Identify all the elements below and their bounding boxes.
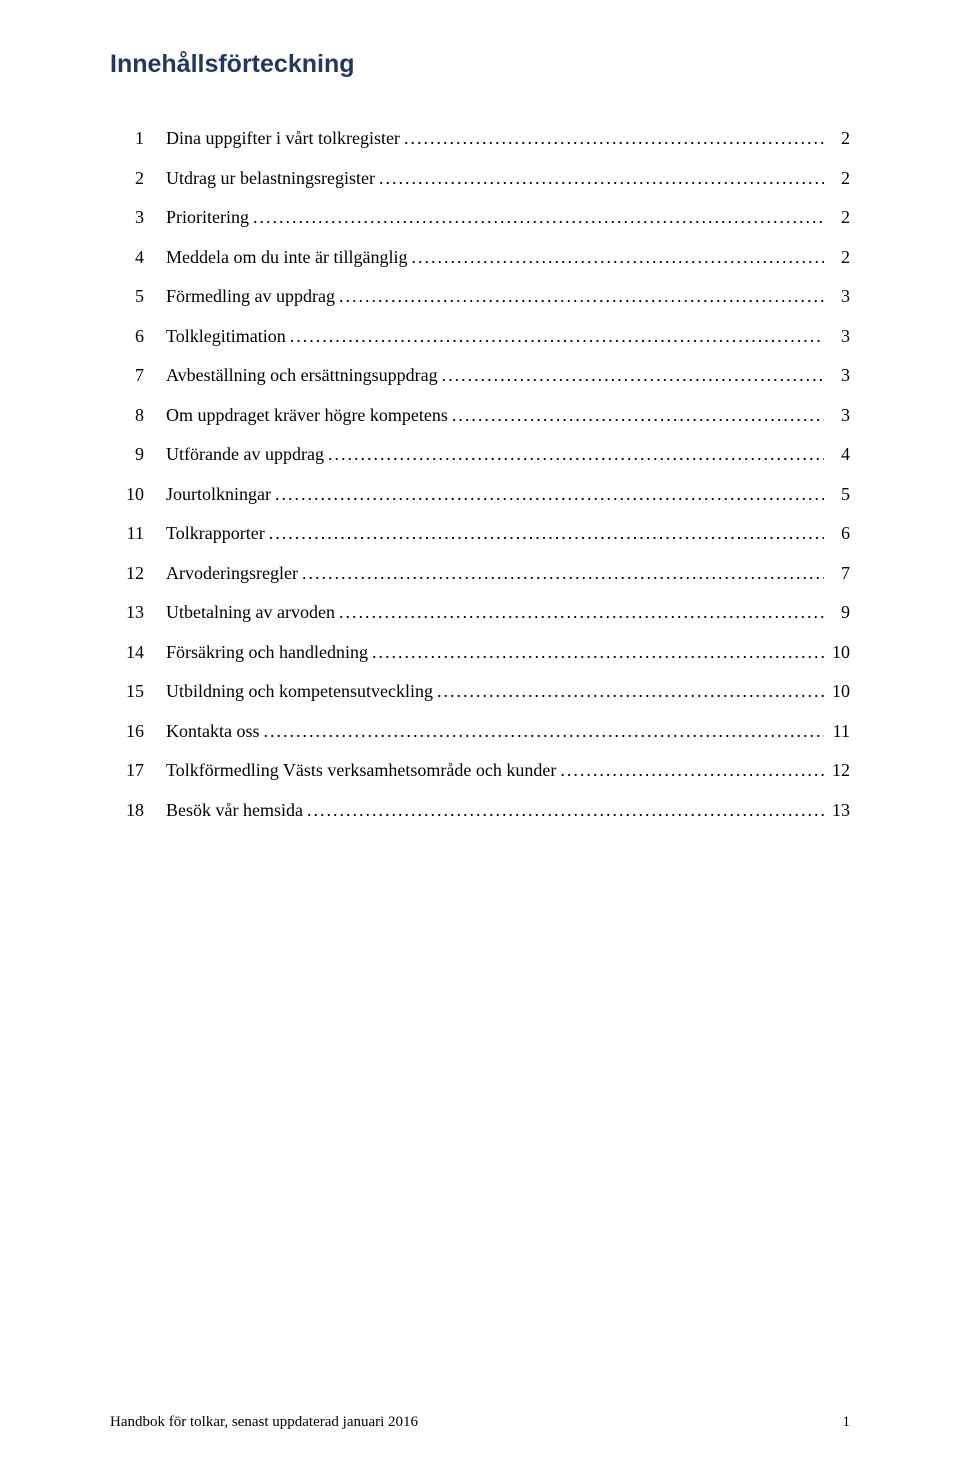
toc-item-number: 6 (110, 325, 144, 348)
toc-item-label: Besök vår hemsida (166, 799, 303, 822)
toc-leader-dots (411, 246, 824, 269)
toc-item-number: 8 (110, 404, 144, 427)
toc-row[interactable]: 18 Besök vår hemsida 13 (110, 799, 850, 822)
toc-item-label: Utförande av uppdrag (166, 443, 324, 466)
toc-item-page: 10 (828, 680, 850, 703)
toc-item-number: 5 (110, 285, 144, 308)
table-of-contents: 1 Dina uppgifter i vårt tolkregister 2 2 Utd… (110, 127, 850, 821)
toc-row[interactable]: 17 Tolkförmedling Västs verksamhetsområde… (110, 759, 850, 782)
toc-item-label: Avbeställning och ersättningsuppdrag (166, 364, 438, 387)
toc-item-label: Utdrag ur belastningsregister (166, 167, 375, 190)
toc-leader-dots (452, 404, 824, 427)
toc-item-number: 15 (110, 680, 144, 703)
toc-leader-dots (264, 720, 825, 743)
toc-leader-dots (269, 522, 824, 545)
toc-item-page: 13 (828, 799, 850, 822)
toc-leader-dots (372, 641, 824, 664)
toc-item-label: Tolkrapporter (166, 522, 265, 545)
toc-item-number: 14 (110, 641, 144, 664)
footer-left-text: Handbok för tolkar, senast uppdaterad ja… (110, 1414, 418, 1431)
toc-item-number: 3 (110, 206, 144, 229)
toc-leader-dots (379, 167, 824, 190)
toc-item-page: 3 (828, 325, 850, 348)
toc-item-page: 3 (828, 285, 850, 308)
toc-leader-dots (328, 443, 824, 466)
toc-item-page: 2 (828, 246, 850, 269)
toc-item-number: 10 (110, 483, 144, 506)
toc-row[interactable]: 6 Tolklegitimation 3 (110, 325, 850, 348)
toc-item-label: Kontakta oss (166, 720, 260, 743)
toc-row[interactable]: 16 Kontakta oss 11 (110, 720, 850, 743)
footer-page-number: 1 (843, 1414, 851, 1431)
toc-item-number: 12 (110, 562, 144, 585)
toc-item-label: Försäkring och handledning (166, 641, 368, 664)
toc-item-number: 13 (110, 601, 144, 624)
toc-item-page: 6 (828, 522, 850, 545)
toc-item-page: 4 (828, 443, 850, 466)
toc-leader-dots (302, 562, 824, 585)
page-title: Innehållsförteckning (110, 50, 850, 79)
toc-item-number: 7 (110, 364, 144, 387)
toc-item-page: 10 (828, 641, 850, 664)
toc-leader-dots (442, 364, 824, 387)
toc-item-page: 2 (828, 206, 850, 229)
toc-leader-dots (339, 285, 824, 308)
toc-leader-dots (339, 601, 824, 624)
page-footer: Handbok för tolkar, senast uppdaterad ja… (110, 1414, 850, 1431)
toc-leader-dots (560, 759, 824, 782)
toc-row[interactable]: 2 Utdrag ur belastningsregister 2 (110, 167, 850, 190)
toc-leader-dots (253, 206, 824, 229)
toc-leader-dots (404, 127, 824, 150)
toc-row[interactable]: 14 Försäkring och handledning 10 (110, 641, 850, 664)
toc-item-page: 2 (828, 127, 850, 150)
toc-row[interactable]: 7 Avbeställning och ersättningsuppdrag 3 (110, 364, 850, 387)
toc-item-label: Jourtolkningar (166, 483, 271, 506)
toc-row[interactable]: 3 Prioritering 2 (110, 206, 850, 229)
toc-item-page: 11 (828, 720, 850, 743)
toc-item-number: 4 (110, 246, 144, 269)
toc-item-number: 1 (110, 127, 144, 150)
toc-item-page: 2 (828, 167, 850, 190)
toc-item-page: 9 (828, 601, 850, 624)
toc-row[interactable]: 12 Arvoderingsregler 7 (110, 562, 850, 585)
toc-item-label: Meddela om du inte är tillgänglig (166, 246, 407, 269)
toc-item-label: Arvoderingsregler (166, 562, 298, 585)
toc-row[interactable]: 9 Utförande av uppdrag 4 (110, 443, 850, 466)
toc-leader-dots (275, 483, 824, 506)
toc-item-page: 12 (828, 759, 850, 782)
toc-item-label: Tolklegitimation (166, 325, 286, 348)
toc-item-label: Utbildning och kompetensutveckling (166, 680, 433, 703)
toc-row[interactable]: 13 Utbetalning av arvoden 9 (110, 601, 850, 624)
toc-row[interactable]: 4 Meddela om du inte är tillgänglig 2 (110, 246, 850, 269)
toc-item-number: 17 (110, 759, 144, 782)
toc-item-label: Om uppdraget kräver högre kompetens (166, 404, 448, 427)
toc-item-number: 16 (110, 720, 144, 743)
toc-item-number: 2 (110, 167, 144, 190)
toc-leader-dots (307, 799, 824, 822)
toc-leader-dots (437, 680, 824, 703)
toc-item-page: 5 (828, 483, 850, 506)
toc-row[interactable]: 1 Dina uppgifter i vårt tolkregister 2 (110, 127, 850, 150)
toc-item-label: Prioritering (166, 206, 249, 229)
toc-item-number: 9 (110, 443, 144, 466)
toc-row[interactable]: 8 Om uppdraget kräver högre kompetens 3 (110, 404, 850, 427)
toc-item-label: Dina uppgifter i vårt tolkregister (166, 127, 400, 150)
toc-item-label: Förmedling av uppdrag (166, 285, 335, 308)
toc-item-page: 3 (828, 364, 850, 387)
toc-row[interactable]: 15 Utbildning och kompetensutveckling 10 (110, 680, 850, 703)
toc-leader-dots (290, 325, 824, 348)
toc-item-page: 7 (828, 562, 850, 585)
toc-row[interactable]: 10 Jourtolkningar 5 (110, 483, 850, 506)
toc-item-page: 3 (828, 404, 850, 427)
toc-row[interactable]: 5 Förmedling av uppdrag 3 (110, 285, 850, 308)
toc-item-number: 11 (110, 522, 144, 545)
toc-item-number: 18 (110, 799, 144, 822)
toc-item-label: Tolkförmedling Västs verksamhetsområde o… (166, 759, 556, 782)
toc-item-label: Utbetalning av arvoden (166, 601, 335, 624)
toc-row[interactable]: 11 Tolkrapporter 6 (110, 522, 850, 545)
